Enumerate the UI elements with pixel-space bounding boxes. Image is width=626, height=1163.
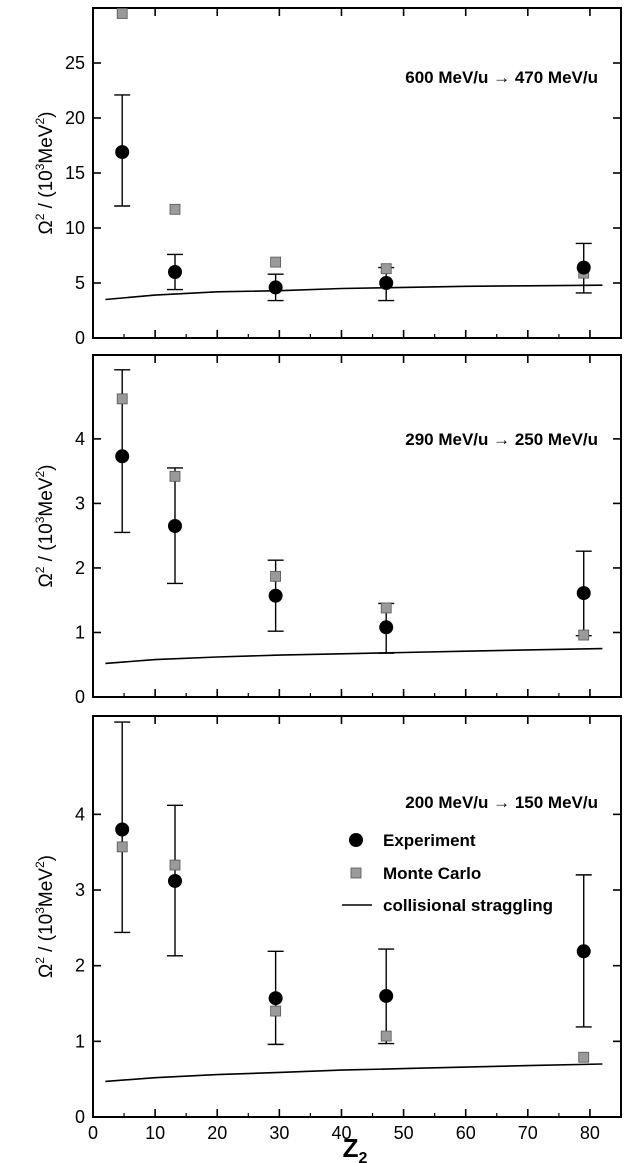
experiment-point [379, 276, 394, 290]
x-tick-label: 70 [518, 1123, 538, 1143]
y-label-sup: 3 [33, 163, 47, 170]
plot-frame [92, 715, 622, 1118]
y-label-mid: / (10 [36, 523, 57, 566]
experiment-point [115, 822, 130, 837]
y-label-unit: MeV [36, 124, 57, 163]
experiment-point [268, 991, 283, 1006]
y-tick-label: 2 [75, 956, 85, 976]
y-label-sup: 2 [33, 471, 47, 478]
panel-title: 200 MeV/u → 150 MeV/u [405, 793, 598, 812]
y-label-end: ) [36, 465, 57, 471]
experiment-point [379, 988, 394, 1003]
y-tick-label: 4 [75, 429, 85, 449]
monte-carlo-point [578, 629, 590, 641]
y-tick-label: 0 [75, 328, 85, 348]
y-label-omega: Ω [36, 964, 57, 978]
y-label-end: ) [36, 855, 57, 861]
y-tick-label: 25 [65, 53, 85, 73]
y-label-end: ) [36, 112, 57, 118]
y-axis-label: Ω2 / (103MeV2) [33, 855, 57, 978]
monte-carlo-point [270, 570, 282, 582]
y-label-omega: Ω [36, 220, 57, 234]
monte-carlo-point [116, 393, 128, 405]
y-label-sup: 2 [33, 118, 47, 125]
legend-label: Experiment [383, 831, 476, 850]
y-label-sup: 2 [33, 213, 47, 220]
experiment-point [167, 519, 182, 533]
panel-title: 290 MeV/u → 250 MeV/u [405, 430, 598, 449]
y-tick-label: 3 [75, 493, 85, 513]
monte-carlo-point [169, 859, 181, 871]
plot-frame [92, 354, 622, 698]
monte-carlo-point [116, 841, 128, 853]
y-tick-label: 5 [75, 273, 85, 293]
y-tick-label: 20 [65, 108, 85, 128]
x-tick-label: 10 [145, 1123, 165, 1143]
monte-carlo-point [380, 263, 392, 275]
y-tick-label: 3 [75, 880, 85, 900]
y-tick-label: 0 [75, 1107, 85, 1127]
legend-experiment-marker [349, 833, 363, 847]
straggling-line [105, 647, 603, 665]
y-label-sup: 3 [33, 516, 47, 523]
x-label-sub: 2 [358, 1150, 367, 1163]
experiment-point [115, 145, 130, 160]
monte-carlo-point [116, 8, 128, 19]
experiment-point [379, 620, 394, 635]
legend-label: collisional straggling [383, 896, 553, 915]
x-tick-label: 0 [88, 1123, 98, 1143]
y-tick-label: 1 [75, 622, 85, 642]
y-tick-label: 15 [65, 163, 85, 183]
legend-label: Monte Carlo [383, 864, 481, 883]
y-label-unit: MeV [36, 868, 57, 907]
experiment-point [576, 586, 591, 601]
experiment-point [268, 588, 283, 603]
y-label-sup: 2 [33, 957, 47, 964]
straggling-line [105, 284, 603, 301]
legend-monte-carlo-marker [350, 867, 362, 879]
experiment-point [576, 944, 591, 959]
y-axis-label: Ω2 / (103MeV2) [33, 465, 57, 588]
monte-carlo-point [380, 602, 392, 614]
experiment-point [167, 873, 182, 888]
x-tick-label: 80 [580, 1123, 600, 1143]
x-tick-label: 20 [207, 1123, 227, 1143]
monte-carlo-point [270, 1005, 282, 1017]
x-label-main: Z [343, 1133, 359, 1163]
y-tick-label: 4 [75, 804, 85, 824]
monte-carlo-point [270, 256, 282, 268]
y-tick-label: 2 [75, 558, 85, 578]
x-tick-label: 40 [331, 1123, 351, 1143]
legend: Experiment Monte Carlo collisional straggl… [342, 831, 553, 915]
y-label-sup: 3 [33, 907, 47, 914]
x-axis-label: Z2 [343, 1133, 368, 1163]
x-tick-label: 50 [394, 1123, 414, 1143]
y-axis-label: Ω2 / (103MeV2) [33, 112, 57, 235]
monte-carlo-point [578, 1051, 590, 1063]
y-label-mid: / (10 [36, 914, 57, 957]
monte-carlo-point [169, 203, 181, 215]
monte-carlo-point [169, 470, 181, 482]
straggling-line [105, 1063, 603, 1083]
y-label-omega: Ω [36, 573, 57, 587]
y-label-sup: 2 [33, 861, 47, 868]
experiment-point [576, 260, 591, 275]
panel-title: 600 MeV/u → 470 MeV/u [405, 68, 598, 87]
experiment-point [268, 280, 283, 295]
monte-carlo-point [380, 1030, 392, 1042]
x-tick-label: 60 [456, 1123, 476, 1143]
y-tick-label: 0 [75, 687, 85, 707]
y-label-unit: MeV [36, 477, 57, 516]
y-label-mid: / (10 [36, 170, 57, 213]
y-tick-label: 1 [75, 1031, 85, 1051]
y-label-sup: 2 [33, 566, 47, 573]
x-tick-label: 30 [269, 1123, 289, 1143]
y-tick-label: 10 [65, 218, 85, 238]
experiment-point [167, 265, 182, 279]
experiment-point [115, 449, 130, 464]
